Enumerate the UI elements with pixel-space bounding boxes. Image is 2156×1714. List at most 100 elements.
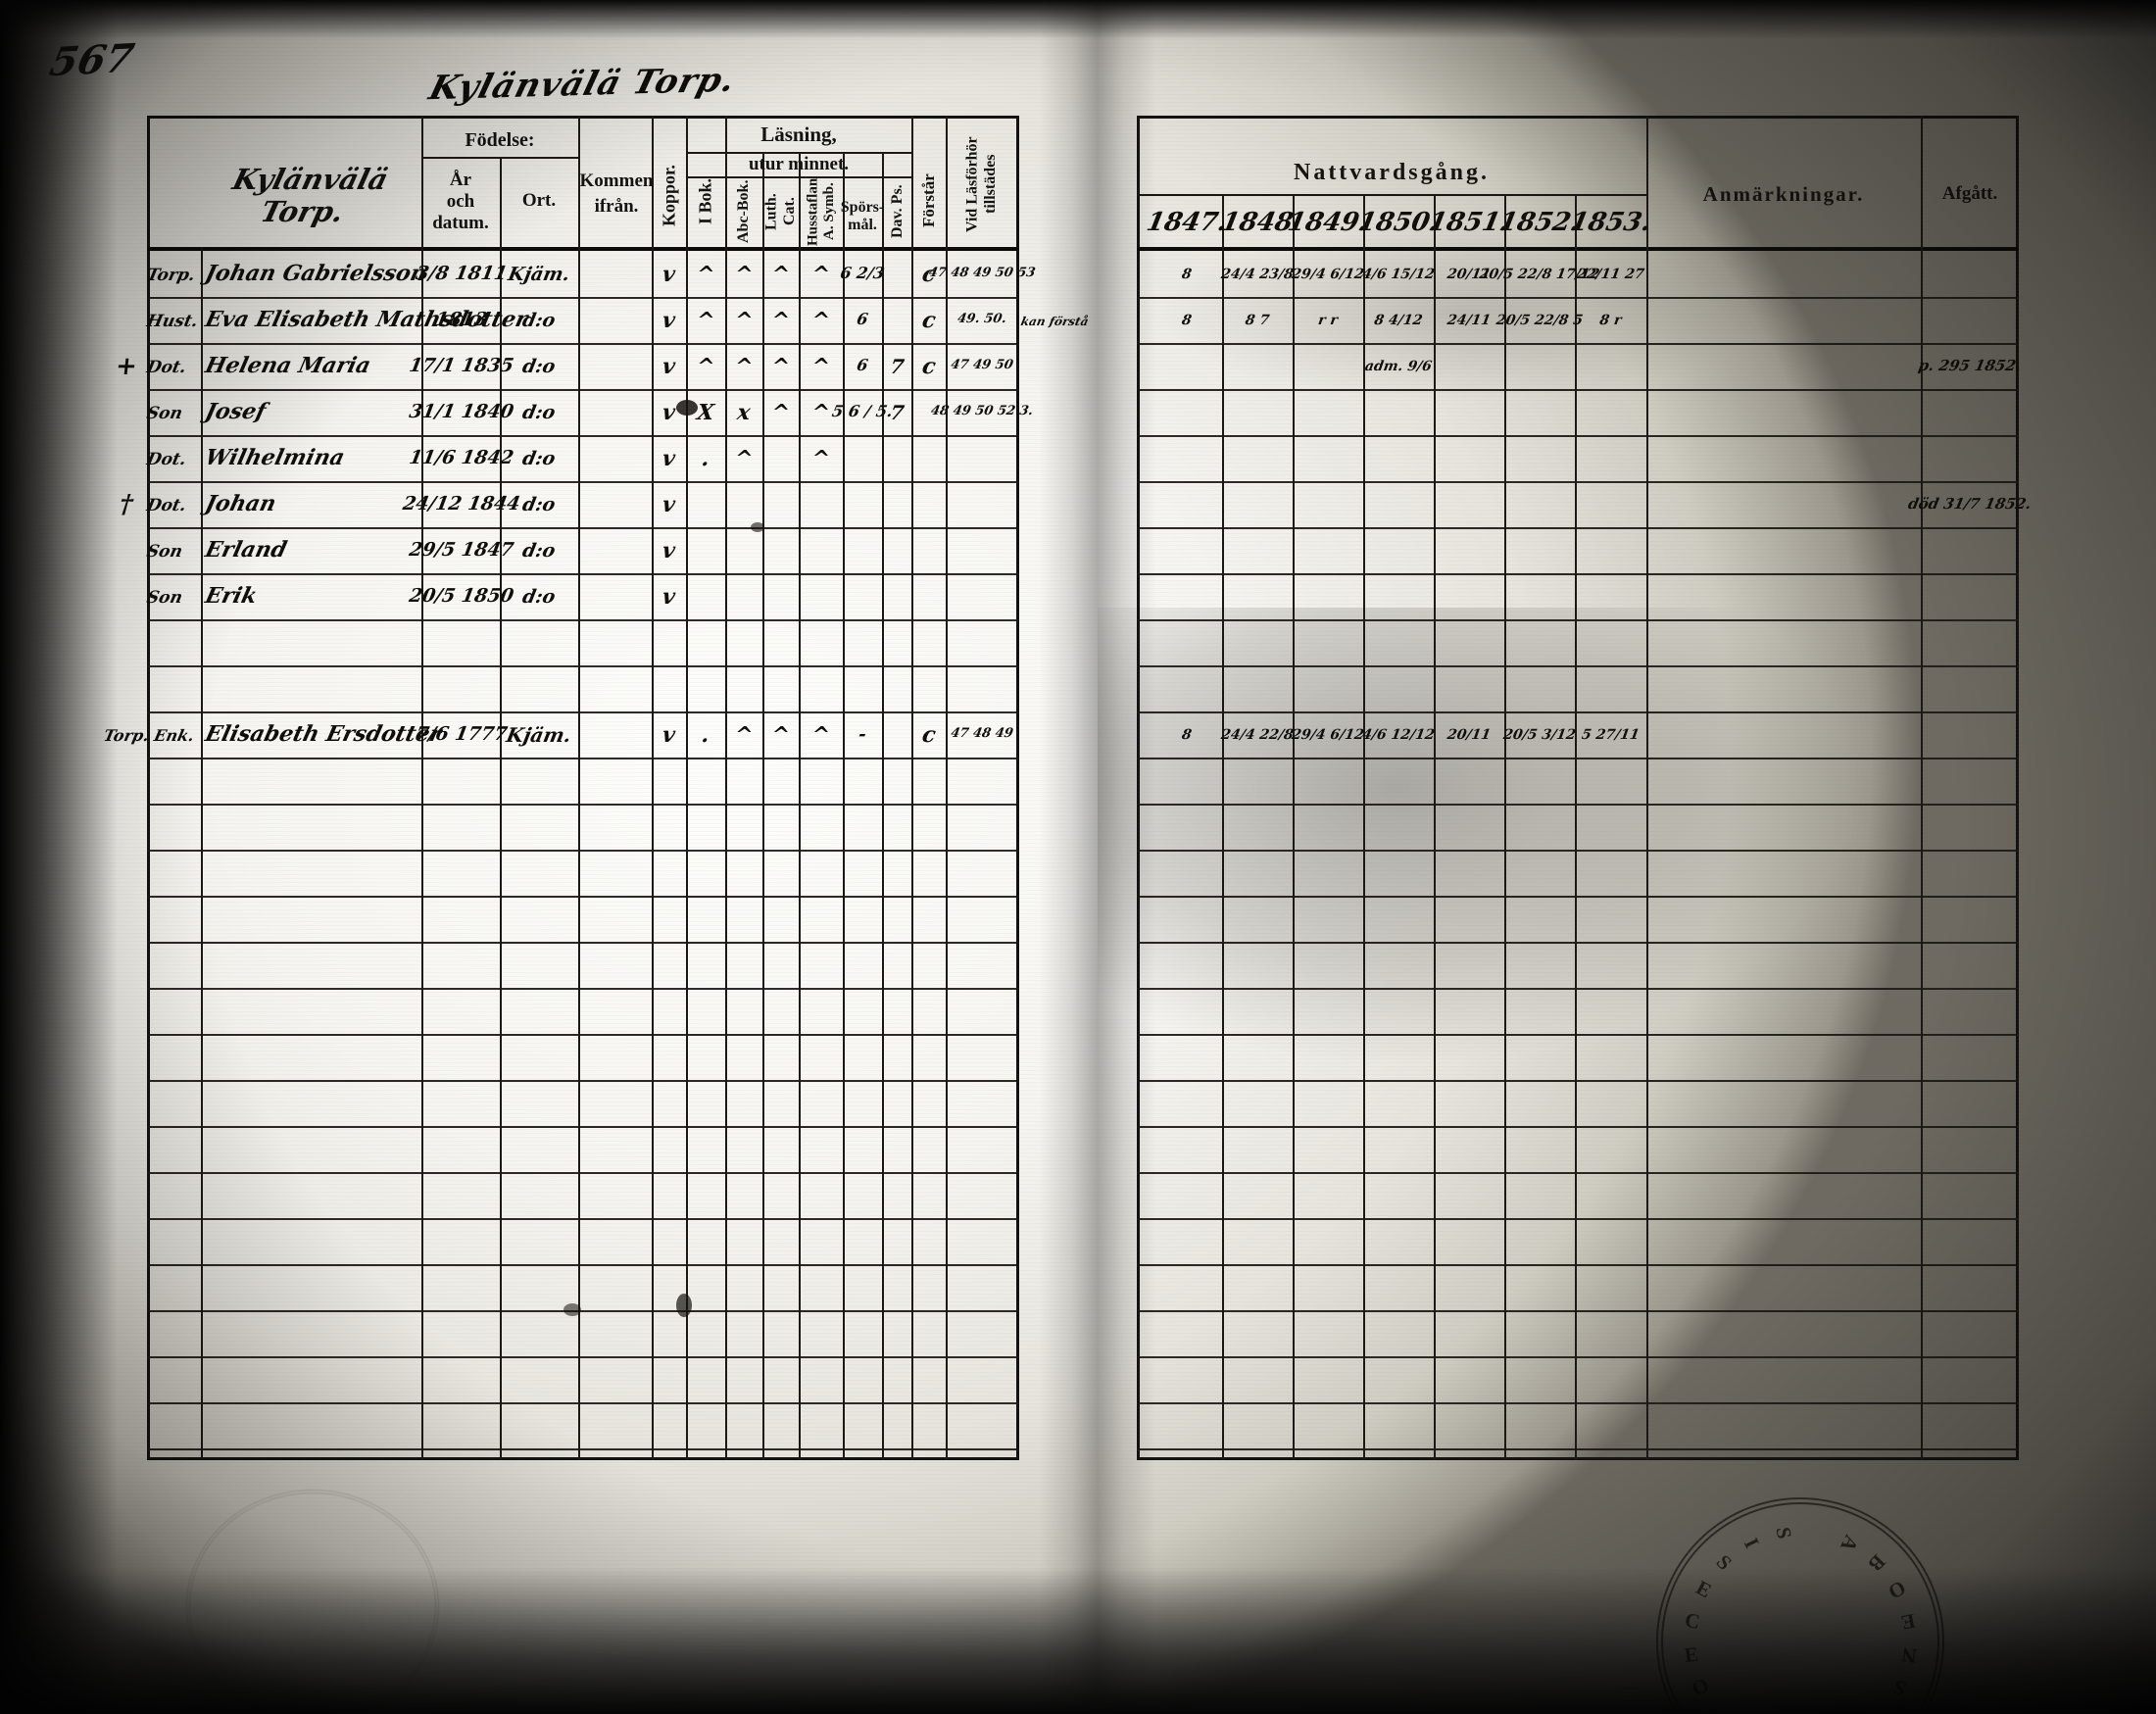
header-husstaflan: Husstaflan A. Symb. bbox=[805, 177, 838, 246]
second-block-communion-entry: 8 bbox=[1180, 726, 1194, 743]
second-block-birth-year: 7/6 1777 bbox=[414, 722, 510, 745]
second-block-communion-entry: 5 27/11 bbox=[1580, 726, 1642, 743]
row-name: Helena Maria bbox=[202, 352, 373, 378]
row-sporsmal: 6 2/3 bbox=[838, 264, 887, 282]
row-rule bbox=[1137, 481, 2019, 483]
row-sporsmal: 6 bbox=[855, 310, 870, 328]
second-block-communion-entry: 24/4 22/8 bbox=[1219, 726, 1296, 743]
row-birth-place: d:o bbox=[520, 539, 558, 562]
row-rule bbox=[1137, 619, 2019, 621]
second-block-communion-entry: 20/5 3/12 bbox=[1501, 726, 1578, 743]
row-rule bbox=[1137, 850, 2019, 852]
row-smallpox: v bbox=[661, 583, 677, 610]
row-smallpox: v bbox=[661, 537, 677, 563]
row-attendance: 48 49 50 52 3. bbox=[929, 404, 1035, 418]
row-birth-place: Kjäm. bbox=[506, 263, 572, 285]
row-birth-year: 1813 bbox=[433, 308, 490, 330]
row-name: Erik bbox=[202, 582, 260, 609]
row-rule bbox=[1137, 1402, 2019, 1404]
row-smallpox: v bbox=[661, 261, 677, 287]
row-luth-cat: ^ bbox=[769, 307, 792, 333]
row-rule bbox=[147, 1402, 1019, 1404]
communion-entry: adm. 9/6 bbox=[1363, 358, 1434, 374]
row-rule bbox=[147, 1448, 1019, 1450]
row-margin-note: kan förstå bbox=[1019, 314, 1091, 328]
row-relation: Torp. bbox=[144, 265, 197, 285]
second-block-birth-place: Kjäm. bbox=[504, 722, 574, 747]
row-rule bbox=[1137, 665, 2019, 667]
communion-entry: 22/11 27 bbox=[1576, 266, 1645, 282]
row-understands: c bbox=[920, 307, 938, 333]
row-rule bbox=[147, 1310, 1019, 1312]
row-in-book: ^ bbox=[694, 353, 717, 379]
row-birth-place: d:o bbox=[520, 493, 558, 515]
row-abc-book: ^ bbox=[732, 445, 756, 471]
row-abc-book: ^ bbox=[732, 307, 756, 333]
header-smallpox: Koppor. bbox=[659, 165, 679, 227]
row-relation: Son bbox=[144, 541, 185, 562]
row-sporsmal: 5 6 / 5. bbox=[830, 402, 895, 420]
row-rule bbox=[1137, 435, 2019, 437]
row-smallpox: v bbox=[661, 491, 677, 517]
row-rule bbox=[147, 1218, 1019, 1220]
row-cross: + bbox=[114, 351, 139, 381]
row-smallpox: v bbox=[661, 307, 677, 333]
second-block-name: Elisabeth Ersdotter bbox=[202, 720, 445, 747]
row-rule bbox=[147, 804, 1019, 806]
row-name: Erland bbox=[202, 536, 290, 563]
row-luth-cat: ^ bbox=[769, 261, 792, 287]
row-relation: Dot. bbox=[144, 449, 188, 469]
communion-entry: 20/5 22/8 17/12 bbox=[1478, 266, 1601, 282]
second-block-smallpox: v bbox=[661, 721, 677, 748]
row-husstaflan: ^ bbox=[809, 307, 832, 333]
row-rule bbox=[1137, 1034, 2019, 1036]
second-block-abc-book: ^ bbox=[732, 721, 756, 748]
row-birth-place: d:o bbox=[520, 447, 558, 469]
header-sporsmal: Spörs- mål. bbox=[840, 198, 885, 233]
row-birth-place: d:o bbox=[520, 401, 558, 423]
row-rule bbox=[147, 896, 1019, 898]
communion-year-header: 1853. bbox=[1567, 208, 1654, 237]
row-rule bbox=[147, 1356, 1019, 1358]
col-rule-1850 bbox=[1434, 194, 1436, 1460]
row-birth-year: 20/5 1850 bbox=[408, 584, 516, 607]
row-rule bbox=[1137, 1080, 2019, 1082]
left-header-rule bbox=[147, 247, 1019, 251]
second-block-understands: c bbox=[920, 721, 938, 748]
row-rule bbox=[1137, 942, 2019, 944]
row-birth-year: 24/12 1844 bbox=[401, 492, 522, 514]
row-rule bbox=[1137, 1172, 2019, 1174]
communion-year-header: 1847. bbox=[1144, 208, 1230, 237]
communion-entry: 8 bbox=[1180, 312, 1194, 328]
communion-group-rule bbox=[1137, 194, 1646, 196]
row-in-book: . bbox=[700, 445, 711, 471]
row-husstaflan: ^ bbox=[809, 445, 832, 471]
ink-blot-1 bbox=[676, 400, 698, 416]
ink-blot-3 bbox=[676, 1294, 692, 1317]
row-attendance: 47 49 50 bbox=[950, 358, 1014, 372]
ink-blot-2 bbox=[564, 1303, 581, 1316]
communion-entry: 4/6 15/12 bbox=[1360, 266, 1437, 282]
header-departed: Afgått. bbox=[1941, 183, 1998, 205]
row-smallpox: v bbox=[661, 445, 677, 471]
row-cross: † bbox=[118, 489, 135, 519]
row-abc-book: ^ bbox=[732, 353, 756, 379]
row-birth-place: d:o bbox=[520, 355, 558, 377]
row-luth-cat: ^ bbox=[769, 353, 792, 379]
row-rule bbox=[147, 942, 1019, 944]
row-rule bbox=[147, 1034, 1019, 1036]
communion-entry: r r bbox=[1316, 312, 1340, 328]
row-birth-year: 31/1 1840 bbox=[408, 400, 516, 422]
row-name: Wilhelmina bbox=[202, 444, 348, 470]
second-block-communion-entry: 20/11 bbox=[1446, 726, 1493, 743]
header-birth-year: År och datum. bbox=[432, 170, 489, 233]
row-birth-year: 3/8 1811 bbox=[414, 262, 510, 284]
communion-year-header: 1852. bbox=[1496, 208, 1583, 237]
row-rule bbox=[1137, 711, 2019, 713]
row-smallpox: v bbox=[661, 353, 677, 379]
row-rule bbox=[1137, 804, 2019, 806]
row-rule bbox=[1137, 573, 2019, 575]
departed-entry: död 31/7 1852. bbox=[1906, 494, 2034, 513]
ink-blot-4 bbox=[751, 522, 764, 532]
